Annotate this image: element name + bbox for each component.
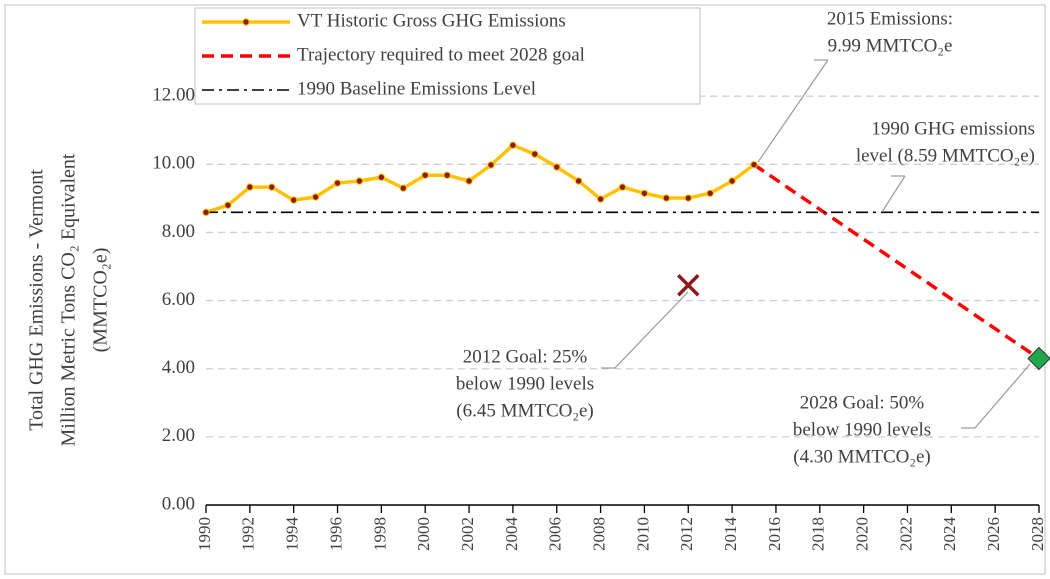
- point-marker: [311, 193, 320, 201]
- point-marker: [574, 177, 583, 185]
- x-tick-label: 2026: [984, 517, 1003, 551]
- point-marker: [202, 208, 210, 217]
- annotation: 1990 GHG emissions: [871, 118, 1035, 139]
- y-tick-label: 8.00: [162, 221, 195, 242]
- point-marker: [618, 183, 627, 191]
- x-tick-label: 2020: [853, 517, 872, 551]
- y-tick-label: 12.00: [152, 85, 195, 106]
- annotation: below 1990 levels: [456, 373, 594, 394]
- x-tick-label: 2012: [677, 517, 696, 551]
- legend-label: VT Historic Gross GHG Emissions: [297, 10, 566, 31]
- legend-label: Trajectory required to meet 2028 goal: [297, 44, 585, 65]
- annotation: level (8.59 MMTCO₂e): [856, 145, 1035, 166]
- y-tick-label: 2.00: [162, 425, 195, 446]
- point-marker: [333, 179, 342, 187]
- x-tick-label: 2022: [896, 517, 915, 551]
- annotation: (6.45 MMTCO₂e): [456, 400, 594, 421]
- point-marker: [531, 150, 539, 158]
- point-marker: [487, 161, 495, 169]
- x-tick-label: 2008: [589, 517, 608, 551]
- point-marker: [465, 177, 473, 185]
- y-tick-label: 0.00: [162, 493, 195, 514]
- annotation-leader: [974, 363, 1031, 429]
- x-tick-label: 2002: [458, 517, 477, 551]
- legend-label: 1990 Baseline Emissions Level: [297, 78, 536, 99]
- annotation-leader: [757, 59, 829, 163]
- annotation: 9.99 MMTCO₂e: [828, 35, 953, 56]
- y-tick-label: 6.00: [162, 289, 195, 310]
- x-tick-label: 2014: [721, 517, 740, 552]
- annotation-leader: [614, 291, 689, 369]
- x-tick-label: 2000: [414, 517, 433, 551]
- point-marker: [684, 194, 692, 202]
- x-tick-label: 1998: [370, 517, 389, 551]
- annotation: 2028 Goal: 50%: [800, 392, 925, 413]
- point-marker: [750, 160, 758, 169]
- y-tick-label: 10.00: [152, 153, 195, 174]
- annotation: 2012 Goal: 25%: [463, 346, 588, 367]
- x-tick-label: 1992: [239, 517, 258, 551]
- point-marker: [443, 171, 451, 179]
- x-tick-label: 1994: [283, 517, 302, 552]
- x-tick-label: 2018: [809, 517, 828, 551]
- point-marker: [224, 201, 232, 209]
- legend-swatch: [242, 18, 250, 26]
- point-marker: [553, 163, 561, 171]
- point-marker: [289, 196, 298, 204]
- point-marker: [399, 184, 407, 192]
- point-marker: [728, 177, 736, 185]
- point-marker: [421, 171, 429, 179]
- y-axis-title: Million Metric Tons CO₂ Equivalent: [58, 153, 80, 446]
- series-line: [753, 163, 1040, 360]
- point-marker: [377, 173, 386, 181]
- y-axis-title: (MMTCO₂e): [90, 248, 112, 353]
- annotation-leader: [881, 175, 906, 213]
- point-marker: [640, 189, 649, 197]
- y-tick-label: 4.00: [162, 357, 195, 378]
- x-tick-label: 2028: [1028, 517, 1047, 551]
- goal-marker: [677, 274, 700, 297]
- annotation: 2015 Emissions:: [827, 8, 953, 29]
- point-marker: [268, 183, 276, 191]
- y-axis-title: Total GHG Emissions - Vermont: [26, 169, 48, 431]
- annotation: below 1990 levels: [793, 419, 931, 440]
- point-marker: [706, 189, 714, 197]
- point-marker: [596, 195, 605, 203]
- x-tick-label: 2006: [546, 517, 565, 551]
- annotation: (4.30 MMTCO₂e): [793, 446, 931, 467]
- x-tick-label: 2024: [940, 517, 959, 552]
- point-marker: [355, 177, 364, 185]
- x-tick-label: 2016: [765, 517, 784, 551]
- point-marker: [246, 183, 254, 191]
- x-tick-label: 2004: [502, 517, 521, 552]
- point-marker: [662, 194, 671, 202]
- x-tick-label: 1996: [326, 517, 345, 551]
- x-tick-label: 1990: [195, 517, 214, 551]
- goal-marker: [1027, 346, 1050, 371]
- point-marker: [509, 141, 517, 149]
- x-tick-label: 2010: [633, 517, 652, 551]
